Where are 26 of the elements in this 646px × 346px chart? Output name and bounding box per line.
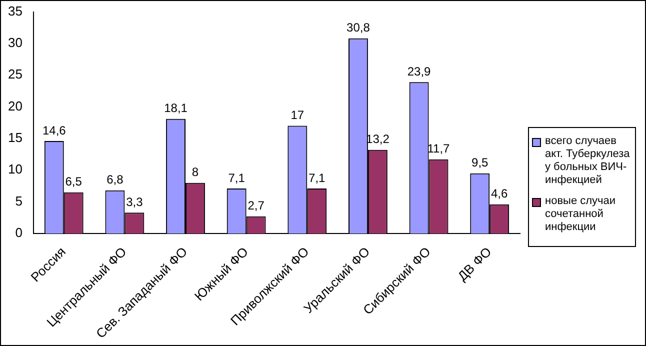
y-tick-label: 35 [8,3,22,18]
y-tick-label: 5 [15,193,22,208]
y-tick-label: 10 [8,162,22,177]
data-label: 2,7 [248,198,265,213]
y-tick-label: 25 [8,66,22,82]
y-tick-label: 15 [8,130,22,146]
data-label: 4,6 [490,186,508,201]
data-label: 7,1 [228,170,246,185]
data-label: 7,1 [308,170,326,185]
legend-label: всего случаев акт. Туберкулеза у больных ВИЧ-инфекцией [545,135,631,187]
data-label: 8 [192,165,199,180]
y-tick-label: 20 [8,98,22,114]
x-tick-label: ДВ ФО [454,244,494,284]
data-label: 18,1 [164,101,188,116]
data-label: 3,3 [126,194,144,209]
y-tick-label: 30 [8,35,22,50]
y-tick-label: 0 [15,225,22,240]
data-label: 9,5 [472,156,489,170]
legend-label: новые случаи сочетанной инфекции [545,195,617,234]
data-label: 14,6 [42,123,66,138]
data-label: 17 [290,108,304,122]
data-label: 11,7 [427,142,450,156]
data-label: 23,9 [407,64,432,78]
data-label: 30,8 [346,20,370,35]
data-label: 6,8 [106,172,124,187]
data-label: 6,5 [65,174,82,189]
